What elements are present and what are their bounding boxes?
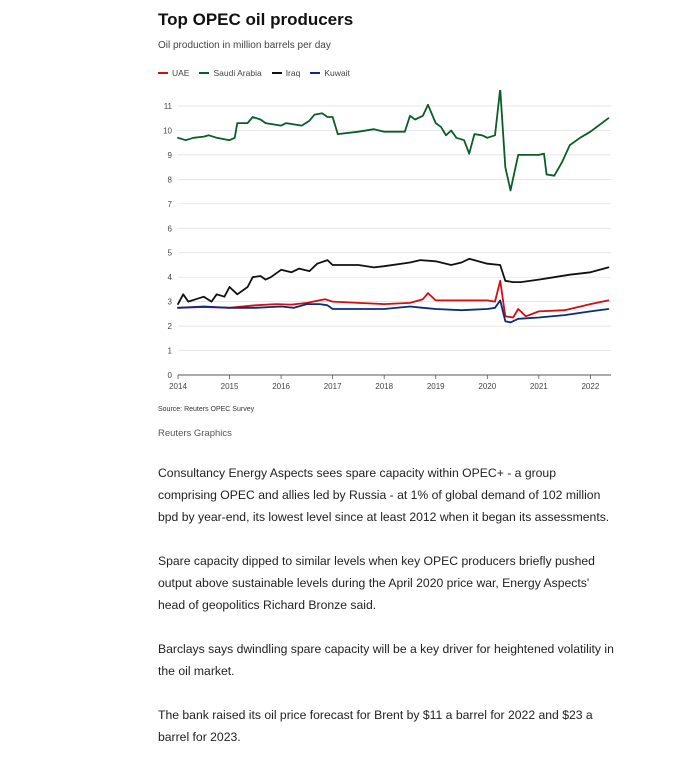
y-tick-label: 4	[168, 273, 173, 282]
article-paragraph: Spare capacity dipped to similar levels …	[158, 554, 595, 612]
chart-legend: UAE Saudi Arabia Iraq Kuwait	[158, 68, 350, 78]
legend-label: Kuwait	[324, 68, 350, 78]
y-tick-label: 7	[168, 200, 173, 209]
legend-item: Iraq	[271, 68, 301, 78]
x-tick-label: 2018	[375, 382, 393, 390]
legend-label: Iraq	[285, 68, 301, 78]
legend-label: UAE	[172, 68, 190, 78]
y-tick-label: 11	[164, 102, 173, 111]
y-tick-label: 0	[168, 371, 173, 380]
chart-source: Source: Reuters OPEC Survey	[158, 406, 255, 413]
article-paragraph: Barclays says dwindling spare capacity w…	[158, 642, 614, 678]
y-tick-label: 6	[168, 224, 173, 233]
legend-item: Kuwait	[310, 68, 350, 78]
legend-item: Saudi Arabia	[199, 68, 262, 78]
x-tick-label: 2014	[169, 382, 187, 390]
series-line-saudi-arabia	[177, 90, 610, 192]
chart-title: Top OPEC oil producers	[158, 10, 354, 29]
series-line-kuwait	[177, 299, 610, 324]
y-tick-label: 8	[168, 175, 173, 184]
y-tick-label: 2	[168, 322, 173, 331]
graphics-credit: Reuters Graphics	[158, 428, 232, 439]
legend-label: Saudi Arabia	[213, 68, 262, 78]
series-line-uae	[177, 279, 610, 319]
y-tick-label: 5	[168, 249, 173, 258]
x-tick-label: 2019	[427, 382, 445, 390]
legend-swatch	[310, 72, 321, 74]
y-tick-label: 3	[168, 298, 173, 307]
x-tick-label: 2015	[221, 382, 239, 390]
y-tick-label: 9	[168, 151, 173, 160]
x-tick-label: 2021	[530, 382, 548, 390]
article-paragraph: Consultancy Energy Aspects sees spare ca…	[158, 466, 610, 524]
article-paragraph: The bank raised its oil price forecast f…	[158, 708, 593, 744]
x-tick-label: 2017	[324, 382, 342, 390]
x-tick-label: 2016	[272, 382, 290, 390]
chart-subtitle: Oil production in million barrels per da…	[158, 40, 331, 51]
series-line-iraq	[177, 257, 610, 305]
y-tick-label: 10	[163, 126, 172, 135]
legend-swatch	[271, 72, 282, 74]
legend-swatch	[158, 72, 168, 74]
legend-item: UAE	[158, 68, 189, 78]
line-chart: 0 1 2 3 4 5 6 7 8 9 10 11 2014 2015 2016 2017 2018 2019 20…	[163, 90, 611, 390]
x-tick-label: 2022	[581, 382, 599, 390]
y-tick-label: 1	[168, 347, 173, 356]
x-tick-label: 2020	[478, 382, 496, 390]
legend-swatch	[199, 72, 210, 74]
article-body: Consultancy Energy Aspects sees spare ca…	[158, 462, 618, 770]
